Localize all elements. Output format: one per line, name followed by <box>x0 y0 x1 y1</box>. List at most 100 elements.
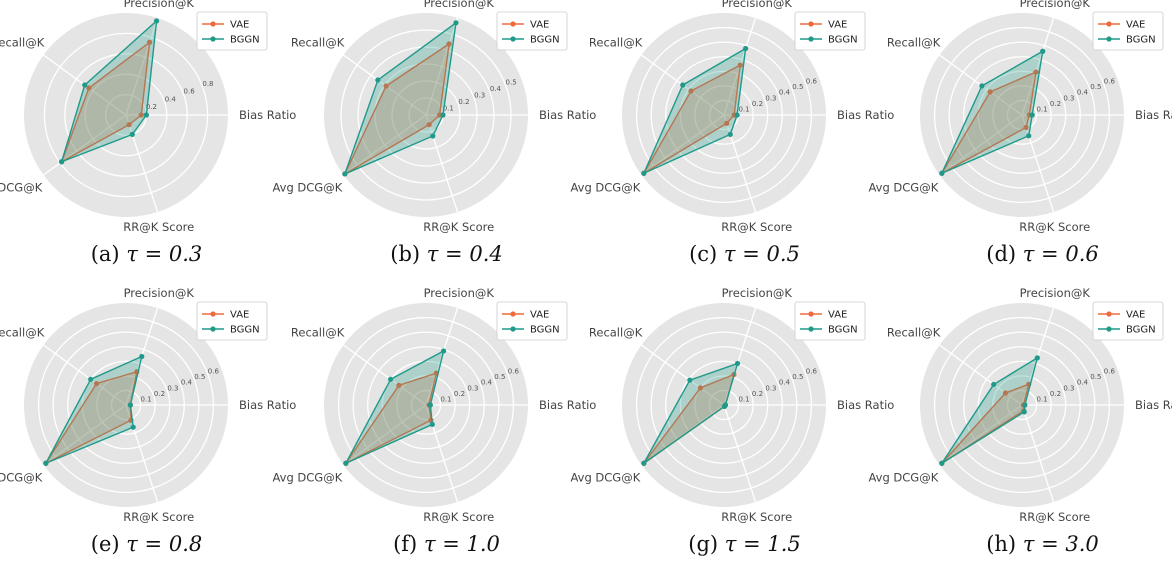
data-point-bggn <box>641 460 647 466</box>
axis-label: Bias Ratio <box>837 108 894 122</box>
axis-label: Recall@K <box>887 326 941 340</box>
radar-chart: 0.10.20.30.40.50.6 Precision@K Bias Ratio R… <box>570 0 894 234</box>
data-point-bggn <box>342 171 348 177</box>
data-point-bggn <box>734 360 741 367</box>
data-point-bggn <box>939 170 945 176</box>
axis-label: Bias Ratio <box>837 398 894 412</box>
legend-label: VAE <box>230 20 249 31</box>
axis-label: Recall@K <box>0 36 45 50</box>
data-point-bggn <box>721 403 728 409</box>
tick-label: 0.1 <box>443 104 454 112</box>
legend-label: BGGN <box>230 35 260 46</box>
legend-label: BGGN <box>828 35 858 46</box>
data-point-vae <box>987 89 993 95</box>
data-point-bggn <box>1029 112 1035 118</box>
tick-label: 0.3 <box>765 94 776 102</box>
axis-label: Bias Ratio <box>539 398 596 412</box>
tick-label: 0.2 <box>146 103 157 111</box>
data-point-bggn <box>1034 355 1040 361</box>
grid-spoke <box>125 17 159 116</box>
data-point-bggn <box>427 402 433 408</box>
series-area-vae <box>939 70 1037 176</box>
tick-label: 0.5 <box>792 83 803 91</box>
grid-spoke <box>939 404 1023 466</box>
data-point-bggn <box>1040 48 1046 54</box>
axis-label: Precision@K <box>722 0 793 10</box>
caption-label: (h) <box>986 532 1023 556</box>
data-point-bggn <box>429 421 435 428</box>
data-point-vae <box>93 380 100 387</box>
legend-marker <box>1106 21 1112 27</box>
axis-label: Bias Ratio <box>539 108 596 122</box>
data-point-bggn <box>743 45 749 52</box>
caption-equation: τ = 1.0 <box>423 532 500 556</box>
data-point-bggn <box>388 376 394 382</box>
data-point-vae <box>724 120 730 126</box>
axis-label: Recall@K <box>589 326 643 340</box>
caption-equation: τ = 0.6 <box>1022 242 1099 266</box>
panel-caption: (e) τ = 0.8 <box>0 532 293 556</box>
radar-chart: 0.1 0.2 0.3 0.4 0.5 Precision@K Bias Ratio RR@K… <box>272 0 596 234</box>
caption-label: (a) <box>90 242 127 266</box>
data-point-bggn <box>139 353 145 360</box>
series-area-vae <box>343 372 438 466</box>
tick-label: 0.4 <box>779 89 791 97</box>
legend-marker <box>510 36 516 42</box>
legend-label: VAE <box>828 310 847 321</box>
radar-chart: 0.10.20.30.40.50.6 Precision@K Bias Ratio R… <box>570 286 894 524</box>
tick-label: 0.5 <box>506 78 517 86</box>
tick-label: 0.4 <box>165 95 177 103</box>
legend-label: VAE <box>1126 310 1145 321</box>
legend-label: VAE <box>1126 20 1145 31</box>
data-point-bggn <box>1026 133 1032 139</box>
axis-label: RR@K Score <box>721 220 792 234</box>
tick-label: 0.3 <box>1063 94 1074 102</box>
axis-label: Bias Ratio <box>1135 108 1172 122</box>
grid-spoke <box>343 344 427 406</box>
tick-label: 0.1 <box>140 395 151 403</box>
series-area-bggn <box>44 355 143 465</box>
caption-equation: τ = 0.8 <box>126 532 203 556</box>
legend-label: BGGN <box>230 325 260 336</box>
grid-spoke <box>1021 17 1055 116</box>
data-point-vae <box>86 85 92 91</box>
caption-label: (c) <box>689 242 724 266</box>
caption-equation: τ = 0.4 <box>426 242 503 266</box>
legend-marker <box>808 36 814 42</box>
data-point-bggn <box>430 133 436 139</box>
data-point-bggn <box>680 82 686 88</box>
caption-equation: τ = 3.0 <box>1022 532 1099 556</box>
axis-label: Bias Ratio <box>1135 398 1172 412</box>
data-point-vae <box>688 88 694 94</box>
tick-label: 0.2 <box>154 390 165 398</box>
grid-spoke <box>125 114 159 213</box>
axis-label: Recall@K <box>291 326 345 340</box>
legend-marker <box>808 21 814 27</box>
axis-label: Avg DCG@K <box>272 470 342 484</box>
tick-label: 0.5 <box>792 373 803 381</box>
legend-label: BGGN <box>828 325 858 336</box>
data-point-bggn <box>153 18 160 24</box>
data-point-bggn <box>130 424 136 430</box>
data-point-vae <box>138 112 144 118</box>
data-point-vae <box>446 41 452 47</box>
tick-label: 0.4 <box>490 85 502 93</box>
tick-label: 0.4 <box>779 379 791 387</box>
data-point-bggn <box>82 82 88 88</box>
grid-spoke <box>723 114 757 213</box>
legend-marker <box>210 326 216 332</box>
caption-equation: τ = 1.5 <box>724 532 801 556</box>
data-point-bggn <box>727 131 733 138</box>
grid-spoke <box>1021 114 1055 213</box>
series-area-bggn <box>343 21 457 176</box>
data-point-bggn <box>979 83 985 89</box>
data-point-bggn <box>991 381 997 388</box>
grid-spoke <box>43 344 127 406</box>
data-point-bggn <box>641 170 647 176</box>
data-point-bggn <box>127 402 133 408</box>
tick-label: 0.1 <box>1036 105 1047 113</box>
radar-chart: 0.10.20.30.40.50.6 Precision@K Bias Ratio R… <box>868 286 1172 524</box>
data-point-bggn <box>88 376 94 382</box>
tick-label: 0.6 <box>184 88 196 96</box>
